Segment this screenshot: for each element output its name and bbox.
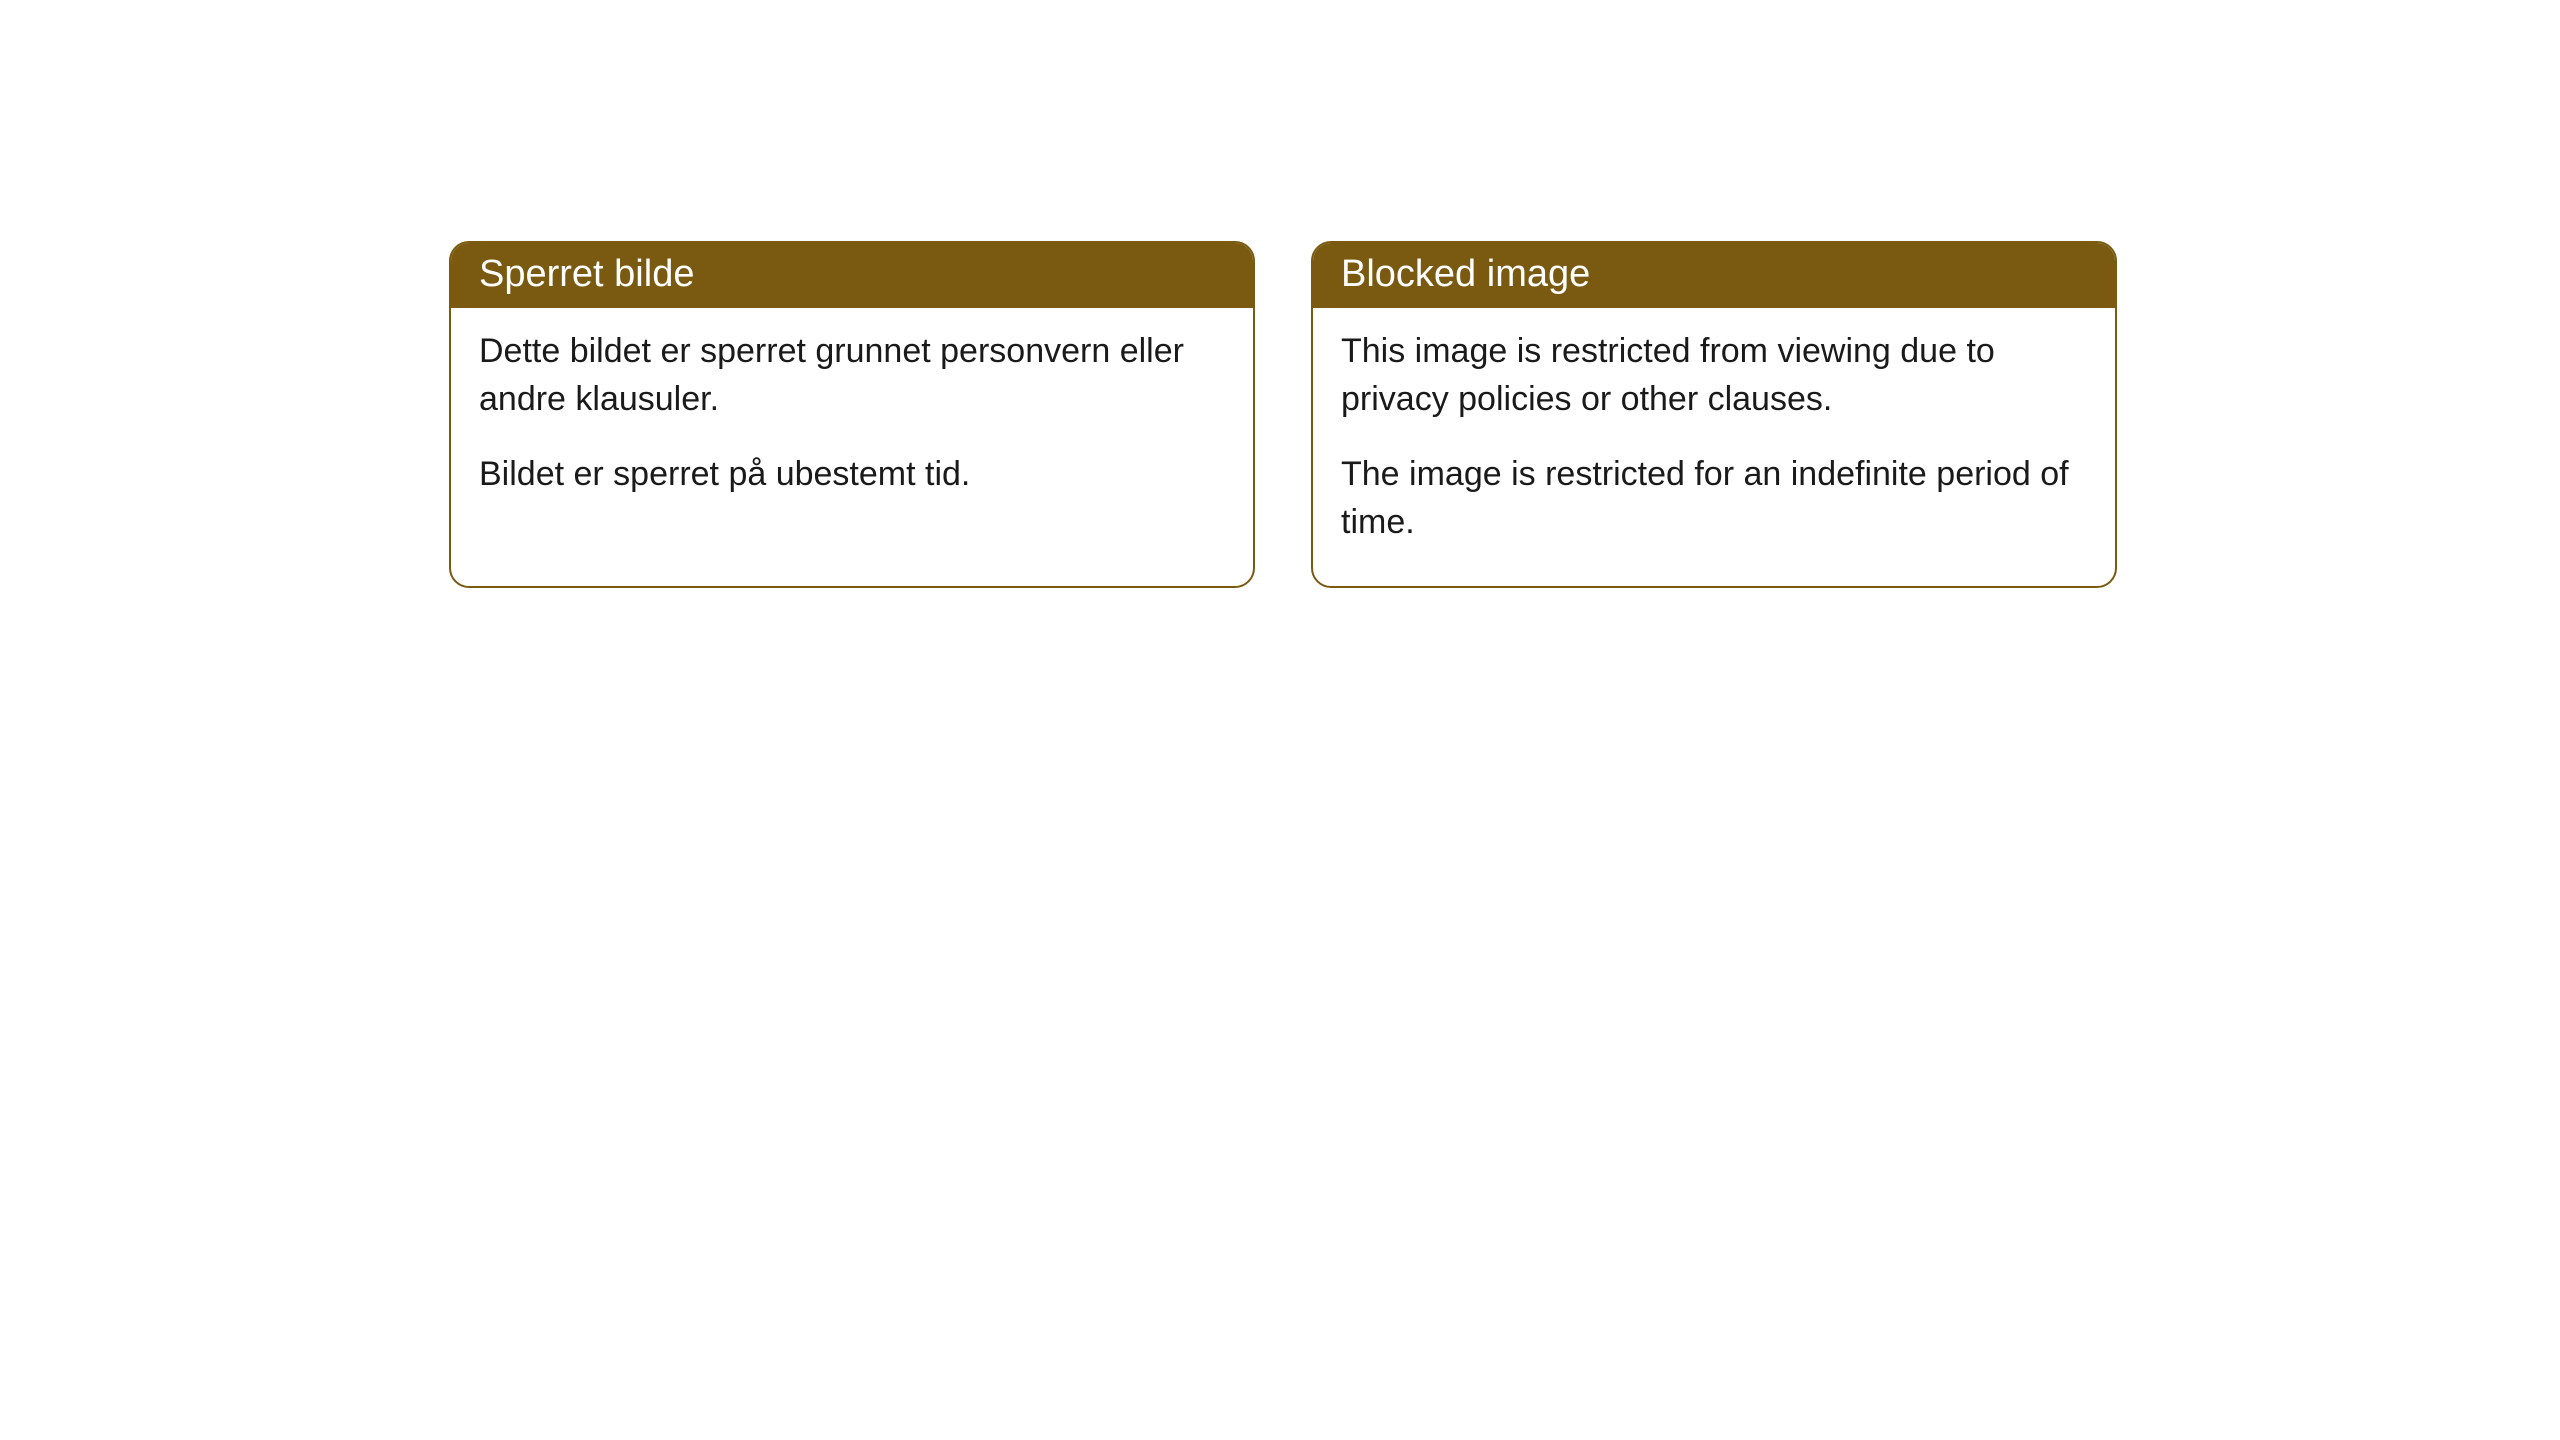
blocked-image-card-norwegian: Sperret bilde Dette bildet er sperret gr…: [449, 241, 1255, 588]
notification-cards-container: Sperret bilde Dette bildet er sperret gr…: [449, 241, 2117, 588]
card-header-norwegian: Sperret bilde: [451, 243, 1253, 308]
card-paragraph-2-english: The image is restricted for an indefinit…: [1341, 451, 2087, 546]
card-paragraph-2-norwegian: Bildet er sperret på ubestemt tid.: [479, 451, 1225, 499]
blocked-image-card-english: Blocked image This image is restricted f…: [1311, 241, 2117, 588]
card-body-english: This image is restricted from viewing du…: [1313, 308, 2115, 586]
card-title-english: Blocked image: [1341, 253, 1590, 295]
card-paragraph-1-norwegian: Dette bildet er sperret grunnet personve…: [479, 328, 1225, 423]
card-title-norwegian: Sperret bilde: [479, 253, 694, 295]
card-paragraph-1-english: This image is restricted from viewing du…: [1341, 328, 2087, 423]
card-header-english: Blocked image: [1313, 243, 2115, 308]
card-body-norwegian: Dette bildet er sperret grunnet personve…: [451, 308, 1253, 539]
